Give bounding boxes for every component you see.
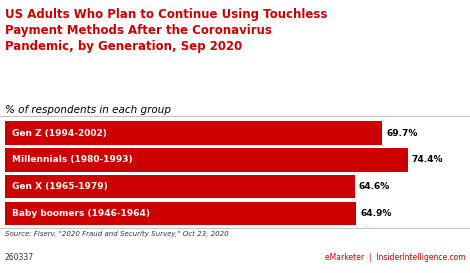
Bar	[5, 175, 355, 198]
Text: Source: Fiserv, "2020 Fraud and Security Survey," Oct 23, 2020: Source: Fiserv, "2020 Fraud and Security…	[5, 231, 228, 237]
Text: 69.7%: 69.7%	[386, 129, 417, 138]
Text: 260337: 260337	[5, 253, 34, 262]
Bar	[5, 121, 383, 145]
Text: Gen X (1965-1979): Gen X (1965-1979)	[12, 182, 108, 191]
Text: Gen Z (1994-2002): Gen Z (1994-2002)	[12, 129, 107, 138]
Bar	[5, 202, 356, 225]
Text: Baby boomers (1946-1964): Baby boomers (1946-1964)	[12, 209, 150, 218]
Text: eMarketer  |  InsiderIntelligence.com: eMarketer | InsiderIntelligence.com	[325, 253, 465, 262]
Text: 64.9%: 64.9%	[360, 209, 392, 218]
Bar	[5, 148, 408, 172]
Text: 64.6%: 64.6%	[359, 182, 390, 191]
Text: US Adults Who Plan to Continue Using Touchless
Payment Methods After the Coronav: US Adults Who Plan to Continue Using Tou…	[5, 8, 327, 53]
Text: % of respondents in each group: % of respondents in each group	[5, 105, 171, 115]
Text: Millennials (1980-1993): Millennials (1980-1993)	[12, 156, 133, 164]
Text: 74.4%: 74.4%	[412, 156, 443, 164]
